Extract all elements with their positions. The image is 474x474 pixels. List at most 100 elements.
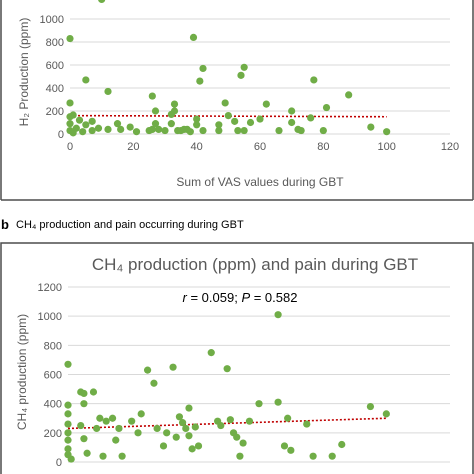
data-point <box>345 91 353 99</box>
data-point <box>199 126 207 135</box>
data-point <box>309 452 317 460</box>
data-point <box>64 410 72 418</box>
y-tick-label: 1000 <box>38 311 62 323</box>
data-point <box>199 64 207 73</box>
data-point <box>80 435 88 443</box>
data-point <box>215 126 223 135</box>
data-point <box>170 100 179 108</box>
data-point <box>96 414 104 422</box>
data-point <box>322 103 331 112</box>
x-tick-label: 80 <box>317 141 329 153</box>
data-point <box>64 429 72 437</box>
data-point <box>132 128 141 136</box>
data-point <box>94 124 103 132</box>
stat-r-value: = 0.059; <box>187 290 242 305</box>
data-point <box>66 34 74 43</box>
data-point <box>262 100 270 108</box>
data-point <box>366 402 375 411</box>
y-tick-label: 400 <box>46 83 64 95</box>
data-point <box>175 413 184 421</box>
data-point <box>185 404 193 412</box>
data-point <box>224 112 232 120</box>
x-tick-label: 40 <box>191 141 203 153</box>
data-point <box>186 128 194 136</box>
data-point <box>79 128 87 136</box>
data-point <box>319 126 327 135</box>
data-point <box>255 400 263 408</box>
y-tick-label: 800 <box>44 340 62 352</box>
data-point <box>143 366 152 374</box>
data-point <box>93 424 101 433</box>
data-point <box>179 419 187 427</box>
data-point <box>382 410 390 418</box>
data-point <box>217 421 225 430</box>
x-tick-label: 120 <box>441 141 459 153</box>
data-point <box>117 125 125 133</box>
data-point <box>77 421 85 430</box>
data-point <box>64 445 72 453</box>
data-point <box>80 400 88 408</box>
data-point <box>237 71 245 79</box>
data-point <box>153 424 161 433</box>
data-point <box>148 125 156 133</box>
x-tick-label: 100 <box>377 141 395 153</box>
data-point <box>159 442 168 450</box>
stat-r-label: r <box>183 290 188 305</box>
data-point <box>215 121 223 129</box>
data-point <box>188 445 196 453</box>
data-point <box>151 107 160 115</box>
data-point <box>112 436 120 444</box>
panel-b-chart-title: CH₄ production (ppm) and pain during GBT <box>92 255 418 274</box>
panel-b-stat-annotation: r = 0.059; P = 0.582 <box>183 290 298 305</box>
data-point <box>64 420 72 428</box>
data-point <box>223 365 231 373</box>
y-tick-label: 600 <box>44 370 62 382</box>
data-point <box>161 126 169 135</box>
data-point <box>64 360 72 368</box>
data-point <box>66 99 74 107</box>
stat-p-label: P <box>241 290 250 305</box>
data-point <box>240 63 248 71</box>
data-point <box>102 417 110 425</box>
data-point <box>193 115 201 123</box>
data-point <box>191 423 199 431</box>
data-point <box>245 417 254 425</box>
data-point <box>207 349 215 357</box>
data-point <box>151 120 160 128</box>
data-point <box>287 446 295 454</box>
data-point <box>137 410 145 418</box>
data-point <box>118 452 126 460</box>
y-tick-label: 1000 <box>40 14 64 26</box>
data-point <box>134 429 142 437</box>
data-point <box>88 117 96 125</box>
data-point <box>246 118 255 127</box>
panel-b-chart: CH₄ production (ppm) and pain during GBT… <box>0 242 474 474</box>
data-point <box>64 436 72 444</box>
data-point <box>170 107 179 115</box>
data-point <box>194 442 203 450</box>
stat-p-value: = 0.582 <box>250 290 297 305</box>
data-point <box>64 401 72 409</box>
data-point <box>167 120 175 128</box>
y-tick-label: 1200 <box>40 0 64 3</box>
y-tick-label: 400 <box>44 399 62 411</box>
data-point <box>221 99 229 107</box>
panel-b-caption: CH₄ production and pain occurring during… <box>16 219 244 231</box>
data-point <box>234 126 242 135</box>
data-point <box>189 33 198 42</box>
data-point <box>66 113 74 121</box>
trendline <box>69 114 387 118</box>
y-tick-label: 0 <box>58 129 64 141</box>
data-point <box>155 125 163 133</box>
data-point <box>193 121 201 129</box>
data-point <box>172 433 180 441</box>
data-point <box>148 92 156 100</box>
data-point <box>113 120 122 128</box>
y-tick-label: 600 <box>46 60 64 72</box>
data-point <box>328 452 336 460</box>
data-point <box>307 114 315 122</box>
panel-a-chart: 0 200 400 600 800 1000 1200 0 20 40 60 80 100 120 Su… <box>0 0 474 201</box>
data-point <box>275 126 283 135</box>
panel-b-y-axis-title: CH₄ production (ppm) <box>15 314 29 430</box>
y-tick-label: 1200 <box>38 282 62 294</box>
